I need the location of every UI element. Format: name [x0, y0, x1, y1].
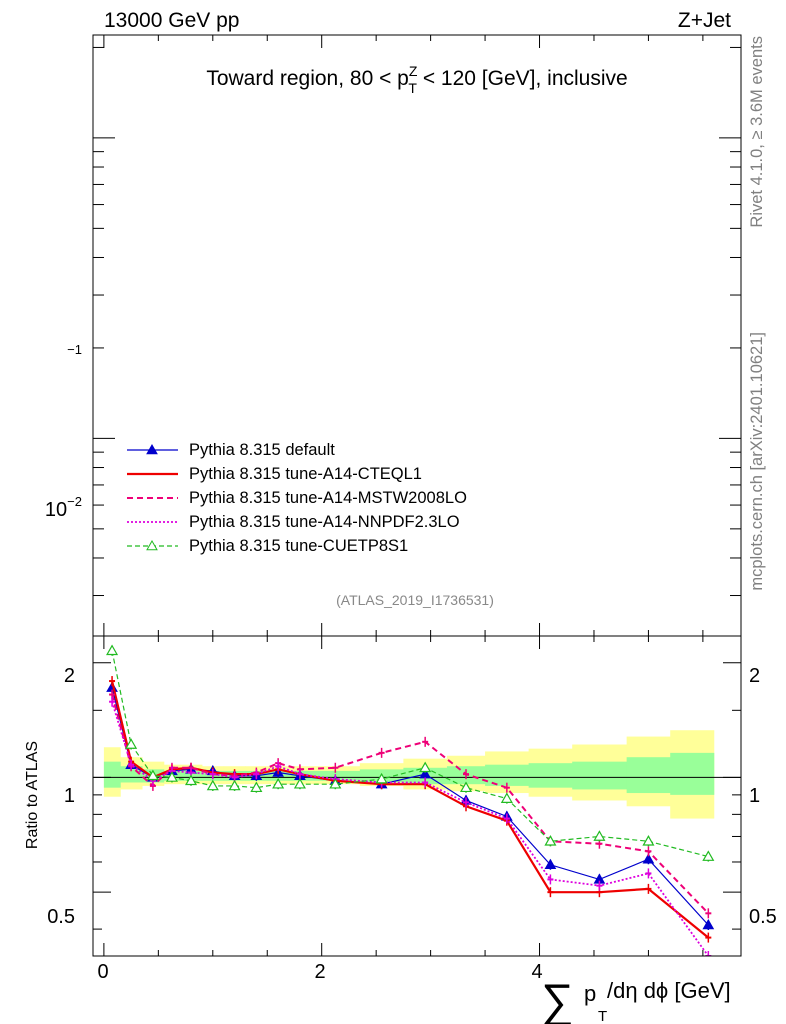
side-label-rivet: Rivet 4.1.0, ≥ 3.6M events [748, 36, 766, 228]
band-green-14 [485, 764, 530, 786]
series-4-point-10 [329, 777, 342, 789]
series-1 [109, 676, 712, 943]
legend-label-mstw2008lo: Pythia 8.315 tune-A14-MSTW2008LO [189, 489, 467, 507]
ratio-ytick-label-2-left: 2 [64, 665, 75, 687]
uncertainty-bands [103, 730, 715, 819]
xtick-label-0: 0 [97, 961, 108, 983]
legend-entry-cuetp8s1: Pythia 8.315 tune-CUETP8S1 [127, 537, 408, 555]
series-4-point-11 [375, 772, 388, 784]
legend-label-cteql1: Pythia 8.315 tune-A14-CTEQL1 [189, 465, 422, 483]
reference-label: (ATLAS_2019_I1736531) [336, 592, 494, 608]
legend-entry-default: Pythia 8.315 default [127, 441, 335, 459]
series-3 [109, 696, 712, 956]
series-4-point-18 [702, 850, 715, 861]
series-0-point-18 [702, 919, 715, 930]
legend-label-cuetp8s1: Pythia 8.315 tune-CUETP8S1 [189, 537, 408, 555]
main-title: Toward region, 80 < pZ T < 120 [GeV], inc… [206, 63, 627, 96]
series-4-point-16 [593, 830, 606, 841]
legend-entry-mstw2008lo: Pythia 8.315 tune-A14-MSTW2008LO [127, 489, 467, 507]
series-4-point-1 [125, 738, 138, 749]
series-4-point-17 [642, 835, 655, 846]
series-4-point-12 [419, 761, 432, 773]
series-4-point-3 [165, 771, 178, 782]
header-right: Z+Jet [678, 9, 731, 32]
band-green-17 [626, 757, 671, 794]
xtick-label-4: 4 [531, 961, 542, 983]
series-line-1 [110, 680, 710, 939]
series-4-point-7 [250, 781, 263, 793]
header-left: 13000 GeV pp [104, 9, 239, 32]
x-axis-title-p: p [584, 981, 596, 1006]
main-ytick-label-2: 10−2 [45, 494, 82, 521]
series-4-point-8 [272, 777, 285, 789]
series-line-0 [111, 687, 709, 926]
ratio-ytick-label-2-right: 2 [749, 665, 760, 687]
x-axis-title-rest: /dη dϕ [GeV] [607, 978, 731, 1003]
series-4-point-2 [146, 769, 159, 781]
series-0 [106, 681, 715, 931]
ratio-ytick-label-05-right: 0.5 [749, 906, 777, 928]
x-axis-title: ∑ p T /dη dϕ [GeV] [541, 974, 731, 1024]
band-green-18 [670, 752, 715, 795]
series-0-point-15 [544, 858, 557, 870]
ratio-panel-frame [92, 635, 742, 957]
x-axis-title-sum: ∑ [541, 974, 574, 1024]
series-4-point-6 [228, 779, 241, 791]
ratio-ytick-label-1-right: 1 [749, 785, 760, 807]
legend: Pythia 8.315 default Pythia 8.315 tune-A… [127, 441, 467, 555]
series-4 [106, 644, 715, 862]
band-green-15 [528, 763, 573, 788]
series-4-point-14 [500, 792, 513, 803]
axes-ticks [93, 35, 741, 956]
ratio-ylabel: Ratio to ATLAS [24, 741, 41, 849]
ratio-series [106, 644, 715, 956]
series-4-point-15 [544, 835, 557, 846]
legend-entry-nnpdf23lo: Pythia 8.315 tune-A14-NNPDF2.3LO [127, 513, 460, 531]
legend-swatch-marker-4 [146, 539, 158, 551]
main-ytick-label-1: −1 [67, 342, 82, 357]
series-0-point-17 [642, 853, 655, 864]
legend-label-default: Pythia 8.315 default [189, 441, 335, 459]
series-4-point-13 [459, 781, 473, 793]
legend-swatch-marker-0 [146, 443, 158, 455]
series-2 [109, 689, 712, 919]
band-green-0 [103, 761, 121, 788]
xtick-label-2: 2 [314, 961, 325, 983]
series-4-point-0 [106, 644, 119, 656]
x-axis-title-sub: T [598, 1008, 607, 1024]
ratio-ytick-label-1-left: 1 [64, 785, 75, 807]
ratio-ytick-label-05-left: 0.5 [47, 906, 75, 928]
series-4-point-9 [293, 777, 306, 789]
legend-label-nnpdf23lo: Pythia 8.315 tune-A14-NNPDF2.3LO [189, 513, 460, 531]
band-green-16 [572, 761, 628, 790]
side-label-mcplots: mcplots.cern.ch [arXiv:2401.10621] [748, 332, 766, 591]
series-line-3 [111, 701, 710, 956]
series-4-point-5 [206, 779, 219, 791]
legend-entry-cteql1: Pythia 8.315 tune-A14-CTEQL1 [127, 465, 422, 483]
series-4-point-4 [184, 774, 198, 786]
